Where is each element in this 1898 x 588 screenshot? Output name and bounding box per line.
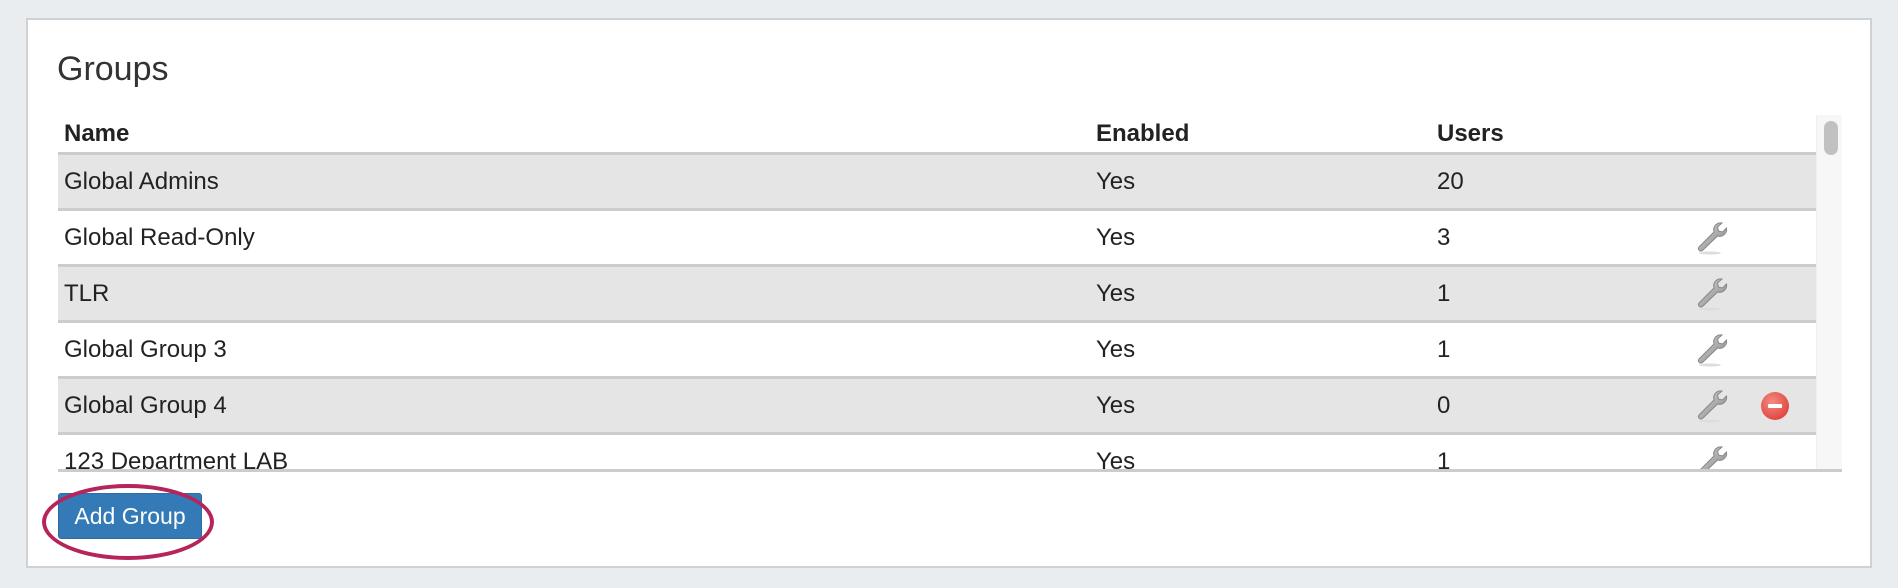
minus-circle-icon[interactable] [1761,391,1789,420]
header-users[interactable]: Users [1437,119,1504,147]
group-users: 3 [1437,223,1451,251]
wrench-icon[interactable] [1694,444,1730,469]
group-enabled: Yes [1096,391,1136,419]
table-row: Global Read-Only Yes 3 [58,211,1816,267]
group-name: 123 Department LAB [64,447,289,472]
scrollbar-thumb[interactable] [1824,121,1838,155]
group-enabled: Yes [1096,167,1136,195]
add-group-button[interactable]: Add Group [58,493,202,539]
table-row: Global Admins Yes 20 [58,155,1816,211]
group-name: Global Admins [64,167,219,195]
group-users: 1 [1437,279,1451,307]
header-name[interactable]: Name [64,119,130,147]
group-enabled: Yes [1096,335,1136,363]
group-enabled: Yes [1096,447,1136,472]
group-name: Global Group 3 [64,335,227,363]
group-name: TLR [64,279,110,307]
wrench-icon[interactable] [1694,332,1730,368]
header-enabled[interactable]: Enabled [1096,119,1190,147]
group-name: Global Read-Only [64,223,255,251]
group-enabled: Yes [1096,223,1136,251]
page-title: Groups [57,50,169,88]
table-row: TLR Yes 1 [58,267,1816,323]
group-name: Global Group 4 [64,391,227,419]
group-users: 1 [1437,335,1451,363]
group-users: 0 [1437,391,1451,419]
wrench-icon[interactable] [1694,276,1730,312]
table-row: Global Group 3 Yes 1 [58,323,1816,379]
group-users: 20 [1437,167,1464,195]
group-users: 1 [1437,447,1451,472]
scrollbar[interactable] [1816,115,1842,469]
table-row: 123 Department LAB Yes 1 [58,435,1816,472]
wrench-icon[interactable] [1694,388,1730,424]
table-row: Global Group 4 Yes 0 [58,379,1816,435]
table-header: Name Enabled Users [58,115,1816,155]
groups-table: Name Enabled Users Global Admins Yes 20 Glo… [58,115,1842,472]
group-enabled: Yes [1096,279,1136,307]
wrench-icon[interactable] [1694,220,1730,256]
